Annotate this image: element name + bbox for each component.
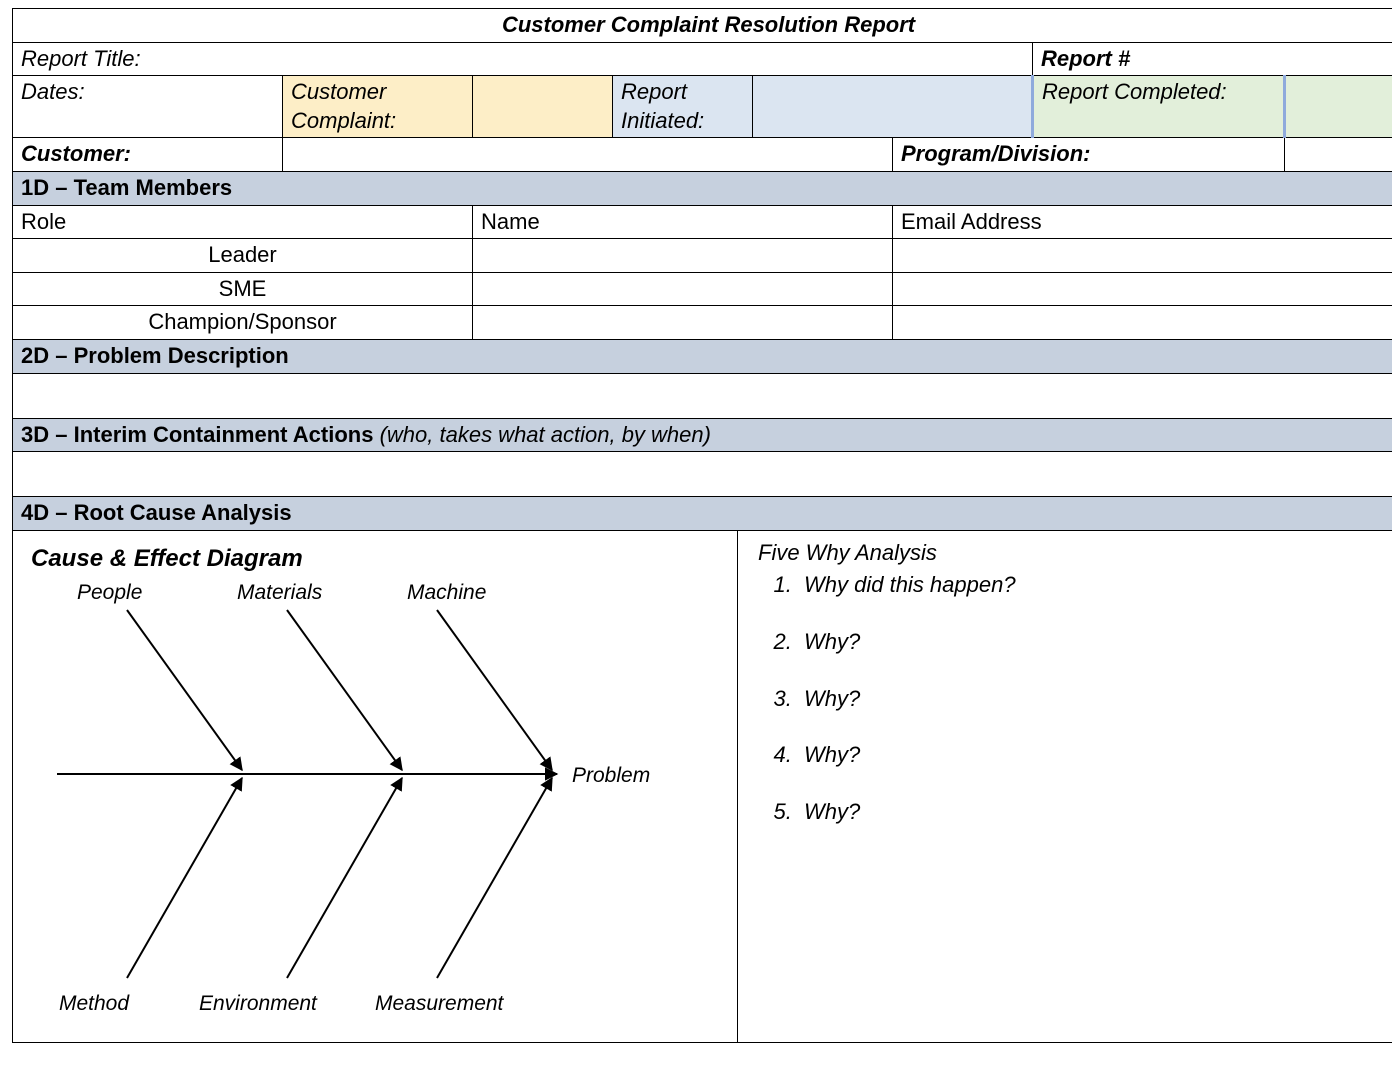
fishbone-bottom-label-1: Environment	[199, 990, 317, 1017]
why-item-1: Why did this happen?	[798, 571, 1392, 600]
team-col-email: Email Address	[893, 205, 1392, 239]
email-leader[interactable]	[893, 239, 1392, 273]
dates-label: Dates:	[13, 76, 283, 138]
program-division-value[interactable]	[1285, 138, 1392, 172]
fishbone-bottom-label-0: Method	[59, 990, 129, 1017]
section-4d-header-row: 4D – Root Cause Analysis	[13, 497, 1392, 531]
section-2d-header-row: 2D – Problem Description	[13, 339, 1392, 373]
name-leader[interactable]	[473, 239, 893, 273]
section-2d-body[interactable]	[13, 373, 1392, 418]
section-3d-header-row: 3D – Interim Containment Actions (who, t…	[13, 418, 1392, 452]
section-4d-body: Cause & Effect Diagram People Materials Ma…	[13, 530, 1392, 1042]
fishbone-problem-label: Problem	[572, 762, 650, 789]
five-why-panel: Five Why Analysis Why did this happen? W…	[738, 531, 1392, 1042]
customer-label: Customer:	[13, 138, 283, 172]
report-completed-label: Report Completed:	[1033, 76, 1285, 138]
email-champion[interactable]	[893, 306, 1392, 340]
fourD-wrap: Cause & Effect Diagram People Materials Ma…	[13, 531, 1392, 1042]
five-why-list: Why did this happen? Why? Why? Why? Why?	[798, 571, 1392, 826]
role-leader: Leader	[13, 239, 473, 273]
report-title-label: Report Title:	[13, 42, 1033, 76]
cause-effect-panel: Cause & Effect Diagram People Materials Ma…	[13, 531, 738, 1042]
team-row-champion: Champion/Sponsor	[13, 306, 1392, 340]
dates-row: Dates: Customer Complaint: Report Initia…	[13, 76, 1392, 138]
section-3d-header-main: 3D – Interim Containment Actions	[21, 422, 380, 447]
fishbone-top-label-2: Machine	[407, 579, 486, 606]
why-item-2: Why?	[798, 628, 1392, 657]
team-row-leader: Leader	[13, 239, 1392, 273]
cause-effect-title: Cause & Effect Diagram	[31, 543, 727, 574]
name-sme[interactable]	[473, 272, 893, 306]
section-3d-header: 3D – Interim Containment Actions (who, t…	[13, 418, 1392, 452]
email-sme[interactable]	[893, 272, 1392, 306]
report-initiated-label: Report Initiated:	[613, 76, 753, 138]
section-3d-content[interactable]	[13, 452, 1392, 497]
customer-complaint-label: Customer Complaint:	[283, 76, 473, 138]
fishbone-top-label-1: Materials	[237, 579, 322, 606]
fishbone-diagram: People Materials Machine Method Environment M…	[27, 574, 697, 1034]
section-4d-body-row: Cause & Effect Diagram People Materials Ma…	[13, 530, 1392, 1042]
section-3d-body[interactable]	[13, 452, 1392, 497]
why-item-3: Why?	[798, 685, 1392, 714]
fishbone-top-label-0: People	[77, 579, 142, 606]
report-page: Customer Complaint Resolution Report Rep…	[0, 0, 1392, 1051]
why-item-4: Why?	[798, 741, 1392, 770]
role-sme: SME	[13, 272, 473, 306]
report-initiated-value[interactable]	[753, 76, 1033, 138]
customer-value[interactable]	[283, 138, 893, 172]
program-division-label: Program/Division:	[893, 138, 1285, 172]
five-why-title: Five Why Analysis	[758, 539, 1392, 568]
section-2d-header: 2D – Problem Description	[13, 339, 1392, 373]
report-title: Customer Complaint Resolution Report	[13, 9, 1392, 43]
team-col-name: Name	[473, 205, 893, 239]
report-table: Customer Complaint Resolution Report Rep…	[12, 8, 1392, 1043]
team-columns-row: Role Name Email Address	[13, 205, 1392, 239]
name-champion[interactable]	[473, 306, 893, 340]
customer-complaint-value[interactable]	[473, 76, 613, 138]
section-1d-header-row: 1D – Team Members	[13, 171, 1392, 205]
why-item-5: Why?	[798, 798, 1392, 827]
report-completed-value[interactable]	[1285, 76, 1392, 138]
title-row: Customer Complaint Resolution Report	[13, 9, 1392, 43]
fishbone-svg	[27, 574, 697, 1034]
team-row-sme: SME	[13, 272, 1392, 306]
report-number-label: Report #	[1033, 42, 1392, 76]
role-champion: Champion/Sponsor	[13, 306, 473, 340]
fishbone-bottom-label-2: Measurement	[375, 990, 503, 1017]
section-2d-content[interactable]	[13, 373, 1392, 418]
section-4d-header: 4D – Root Cause Analysis	[13, 497, 1392, 531]
section-1d-header: 1D – Team Members	[13, 171, 1392, 205]
report-title-row: Report Title: Report #	[13, 42, 1392, 76]
team-col-role: Role	[13, 205, 473, 239]
section-3d-header-note: (who, takes what action, by when)	[380, 422, 711, 447]
customer-row: Customer: Program/Division:	[13, 138, 1392, 172]
